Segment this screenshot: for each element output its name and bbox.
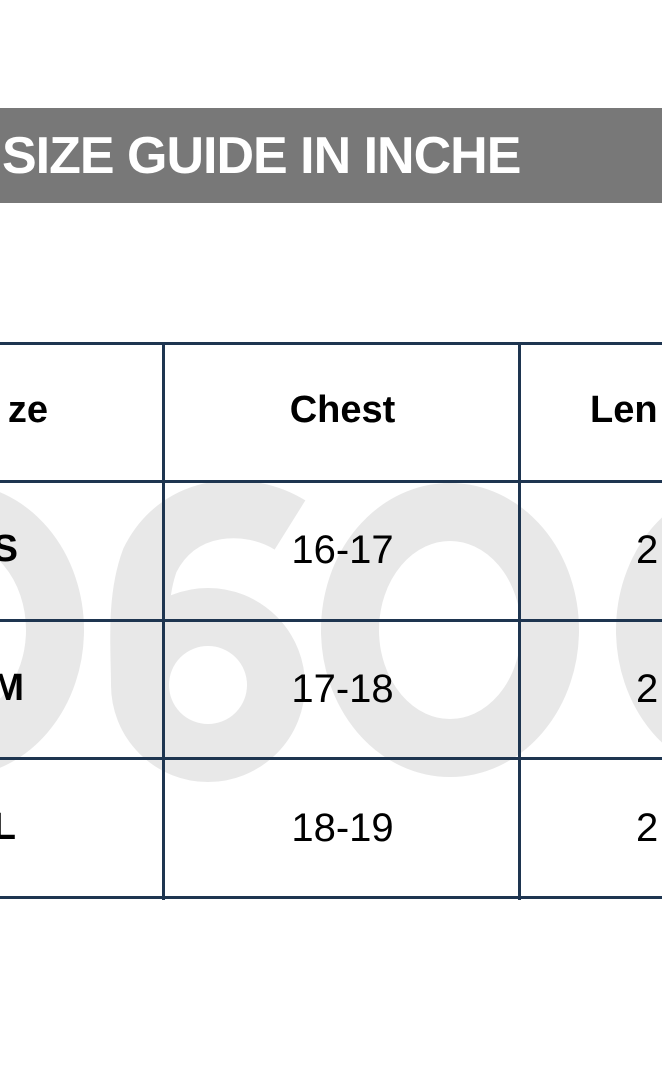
length-cell: 2	[636, 806, 659, 850]
watermark-digit	[110, 480, 306, 686]
size-cell: S	[0, 528, 18, 570]
header-length: Len	[590, 389, 658, 431]
grid-line	[518, 343, 521, 900]
length-cell: 2	[636, 528, 659, 572]
length-cell: 2	[636, 667, 659, 711]
grid-line	[0, 896, 662, 899]
watermark-digit	[616, 517, 662, 743]
grid-line	[0, 757, 662, 760]
chest-cell: 16-17	[291, 528, 394, 572]
grid-line	[162, 343, 165, 900]
size-cell: M	[0, 667, 24, 709]
grid-line	[0, 342, 662, 345]
chest-cell: 17-18	[291, 667, 394, 711]
title-banner: SIZE GUIDE IN INCHE	[0, 108, 662, 203]
watermark-digit	[0, 492, 84, 768]
header-size: ze	[7, 389, 48, 431]
grid-line	[0, 619, 662, 622]
watermark-digit	[321, 483, 579, 777]
chest-cell: 18-19	[291, 806, 394, 850]
header-chest: Chest	[289, 389, 396, 431]
size-cell: L	[0, 806, 16, 848]
page-title: SIZE GUIDE IN INCHE	[2, 127, 521, 185]
grid-line	[0, 480, 662, 483]
